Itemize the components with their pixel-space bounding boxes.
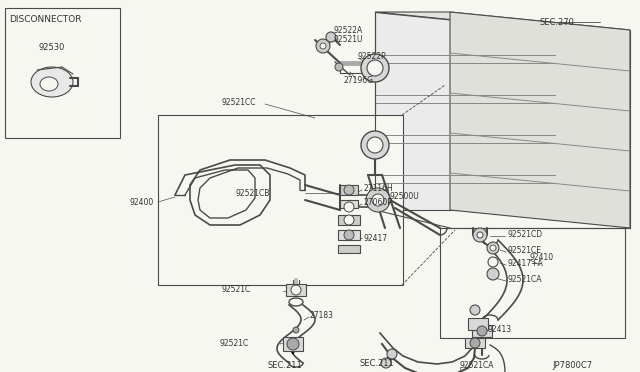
Text: 92521CA: 92521CA <box>460 360 495 369</box>
Text: JP7800C7: JP7800C7 <box>552 362 592 371</box>
Text: 92521C: 92521C <box>222 285 252 294</box>
Bar <box>472 325 492 337</box>
Circle shape <box>293 327 299 333</box>
Text: 92521U: 92521U <box>334 35 364 44</box>
Text: 92521CE: 92521CE <box>507 246 541 254</box>
Circle shape <box>477 326 487 336</box>
Bar <box>468 318 488 330</box>
Text: 92522P: 92522P <box>358 51 387 61</box>
Circle shape <box>490 245 496 251</box>
Circle shape <box>344 202 354 212</box>
Circle shape <box>387 349 397 359</box>
Text: 92521CD: 92521CD <box>507 230 542 238</box>
Text: DISCONNECTOR: DISCONNECTOR <box>9 15 81 23</box>
Circle shape <box>477 232 483 238</box>
Circle shape <box>473 228 487 242</box>
Circle shape <box>335 63 343 71</box>
Circle shape <box>316 39 330 53</box>
Circle shape <box>361 54 389 82</box>
Circle shape <box>470 338 480 348</box>
Bar <box>338 245 360 253</box>
Circle shape <box>470 305 480 315</box>
Circle shape <box>326 32 336 42</box>
Circle shape <box>320 43 326 49</box>
Text: 92521CC: 92521CC <box>222 97 257 106</box>
Text: 92413: 92413 <box>488 326 512 334</box>
Circle shape <box>487 242 499 254</box>
Circle shape <box>367 60 383 76</box>
Text: SEC.211: SEC.211 <box>360 359 395 368</box>
Polygon shape <box>375 12 555 210</box>
Text: 27060P: 27060P <box>363 198 392 206</box>
Ellipse shape <box>40 77 58 91</box>
Bar <box>338 215 360 225</box>
Polygon shape <box>375 12 630 30</box>
Ellipse shape <box>31 67 73 97</box>
Polygon shape <box>450 12 630 228</box>
Circle shape <box>381 358 391 368</box>
Text: 92417+A: 92417+A <box>507 260 543 269</box>
Text: SEC.270: SEC.270 <box>540 17 575 26</box>
Bar <box>5 8 120 138</box>
Text: 92521CA: 92521CA <box>507 276 541 285</box>
Bar <box>158 115 403 285</box>
Bar <box>340 185 358 195</box>
Circle shape <box>372 194 384 206</box>
Text: 92500U: 92500U <box>390 192 420 201</box>
Text: 92417: 92417 <box>363 234 387 243</box>
Circle shape <box>344 230 354 240</box>
Text: 92521C: 92521C <box>220 339 249 347</box>
Circle shape <box>487 268 499 280</box>
Bar <box>465 338 485 348</box>
Text: 27183: 27183 <box>310 311 334 320</box>
Circle shape <box>367 137 383 153</box>
Bar <box>338 230 360 240</box>
Circle shape <box>287 338 299 350</box>
Bar <box>286 284 306 296</box>
Circle shape <box>366 188 390 212</box>
Text: 27196G: 27196G <box>343 76 373 84</box>
Circle shape <box>361 131 389 159</box>
Text: SEC.211: SEC.211 <box>268 360 303 369</box>
Circle shape <box>344 185 354 195</box>
Text: 27116H: 27116H <box>363 183 393 192</box>
Text: 92530: 92530 <box>39 42 65 51</box>
Text: 92410: 92410 <box>530 253 554 263</box>
Text: 92521CB: 92521CB <box>235 189 269 198</box>
Circle shape <box>344 215 354 225</box>
Circle shape <box>291 285 301 295</box>
Circle shape <box>488 257 498 267</box>
Bar <box>440 228 625 338</box>
Bar <box>340 200 358 208</box>
Bar <box>283 337 303 351</box>
Text: 92400: 92400 <box>130 198 154 206</box>
Text: 92522A: 92522A <box>334 26 364 35</box>
